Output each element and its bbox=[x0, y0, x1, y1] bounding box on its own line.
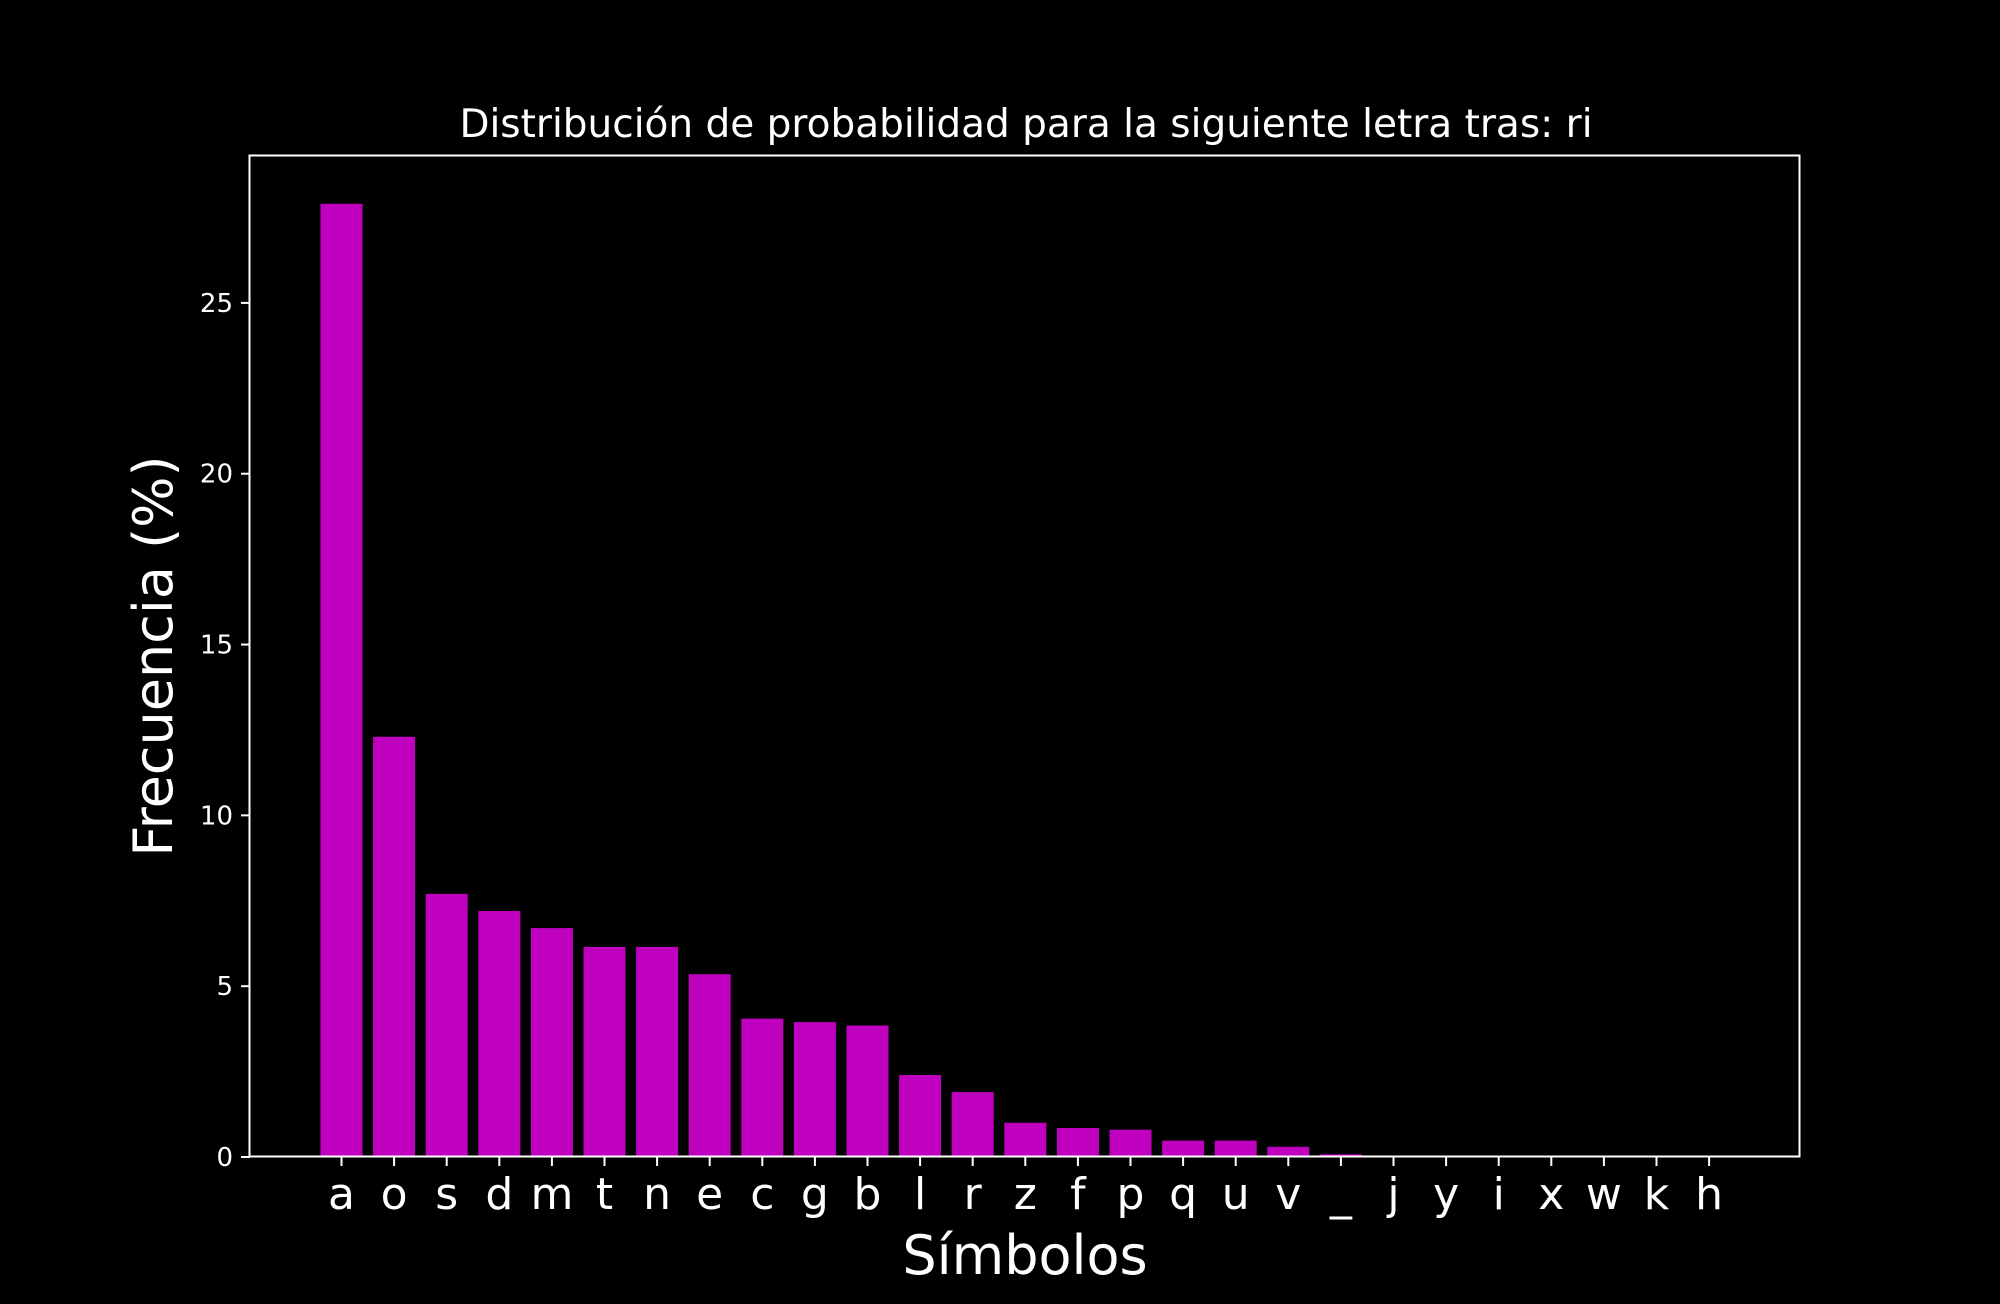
x-tick-label: u bbox=[1222, 1169, 1250, 1220]
y-tick-label: 25 bbox=[200, 289, 233, 319]
bar-s bbox=[425, 893, 468, 1157]
x-tick-label: p bbox=[1117, 1169, 1145, 1220]
y-tick-label: 10 bbox=[200, 801, 233, 831]
chart-title: Distribución de probabilidad para la sig… bbox=[459, 102, 1592, 147]
bar-a bbox=[320, 203, 363, 1158]
x-tick-label: g bbox=[801, 1169, 829, 1220]
bar-o bbox=[373, 736, 416, 1157]
x-tick-label: t bbox=[596, 1169, 613, 1220]
x-tick-label: a bbox=[328, 1169, 355, 1220]
bar-z bbox=[1004, 1122, 1047, 1157]
x-tick-label: d bbox=[485, 1169, 513, 1220]
x-tick-label: j bbox=[1386, 1169, 1399, 1220]
x-tick-label: _ bbox=[1329, 1169, 1353, 1220]
x-tick-label: s bbox=[435, 1169, 458, 1220]
y-tick-label: 0 bbox=[216, 1143, 233, 1173]
y-tick-label: 20 bbox=[200, 460, 233, 490]
y-tick-label: 15 bbox=[200, 631, 233, 661]
bar-e bbox=[688, 974, 731, 1157]
bar-m bbox=[530, 928, 573, 1157]
x-tick-label: m bbox=[530, 1169, 573, 1220]
bar-n bbox=[636, 946, 679, 1157]
x-tick-label: o bbox=[381, 1169, 408, 1220]
bar-q bbox=[1162, 1140, 1205, 1157]
bar-t bbox=[583, 946, 626, 1157]
x-tick-label: z bbox=[1014, 1169, 1037, 1220]
x-tick-label: b bbox=[854, 1169, 882, 1220]
x-tick-label: h bbox=[1695, 1169, 1723, 1220]
x-tick-label: k bbox=[1644, 1169, 1670, 1220]
bar-v bbox=[1267, 1146, 1310, 1157]
bars-group bbox=[320, 203, 1415, 1158]
bar-p bbox=[1109, 1129, 1152, 1157]
x-tick-label: x bbox=[1538, 1169, 1564, 1220]
plot-area-frame bbox=[248, 154, 1801, 1158]
bar-r bbox=[951, 1092, 994, 1157]
y-axis-label: Frecuencia (%) bbox=[122, 455, 185, 856]
x-tick-label: e bbox=[696, 1169, 723, 1220]
bar-b bbox=[846, 1025, 889, 1157]
x-tick-label: w bbox=[1586, 1169, 1622, 1220]
bar-u bbox=[1214, 1140, 1257, 1157]
bar-d bbox=[478, 911, 521, 1157]
bar-g bbox=[793, 1022, 836, 1157]
x-tick-label: c bbox=[750, 1169, 774, 1220]
bar-f bbox=[1056, 1128, 1099, 1157]
x-tick-label: l bbox=[914, 1169, 926, 1220]
x-tick-label: q bbox=[1169, 1169, 1197, 1220]
x-tick-label: r bbox=[964, 1169, 983, 1220]
y-axis-ticks: 0 5 10 15 20 25 bbox=[200, 289, 250, 1173]
x-tick-label: y bbox=[1433, 1169, 1459, 1220]
x-tick-label: n bbox=[643, 1169, 671, 1220]
x-axis-label: Símbolos bbox=[902, 1224, 1147, 1287]
y-tick-label: 5 bbox=[216, 972, 233, 1002]
x-axis-ticks: a o s d m t n e c g b l r z f p q u v _ j y i x w k h bbox=[328, 1157, 1723, 1220]
x-tick-label: v bbox=[1275, 1169, 1301, 1220]
x-tick-label: f bbox=[1070, 1169, 1087, 1220]
bar-c bbox=[741, 1018, 784, 1157]
bar-l bbox=[899, 1075, 942, 1157]
x-tick-label: i bbox=[1493, 1169, 1505, 1220]
